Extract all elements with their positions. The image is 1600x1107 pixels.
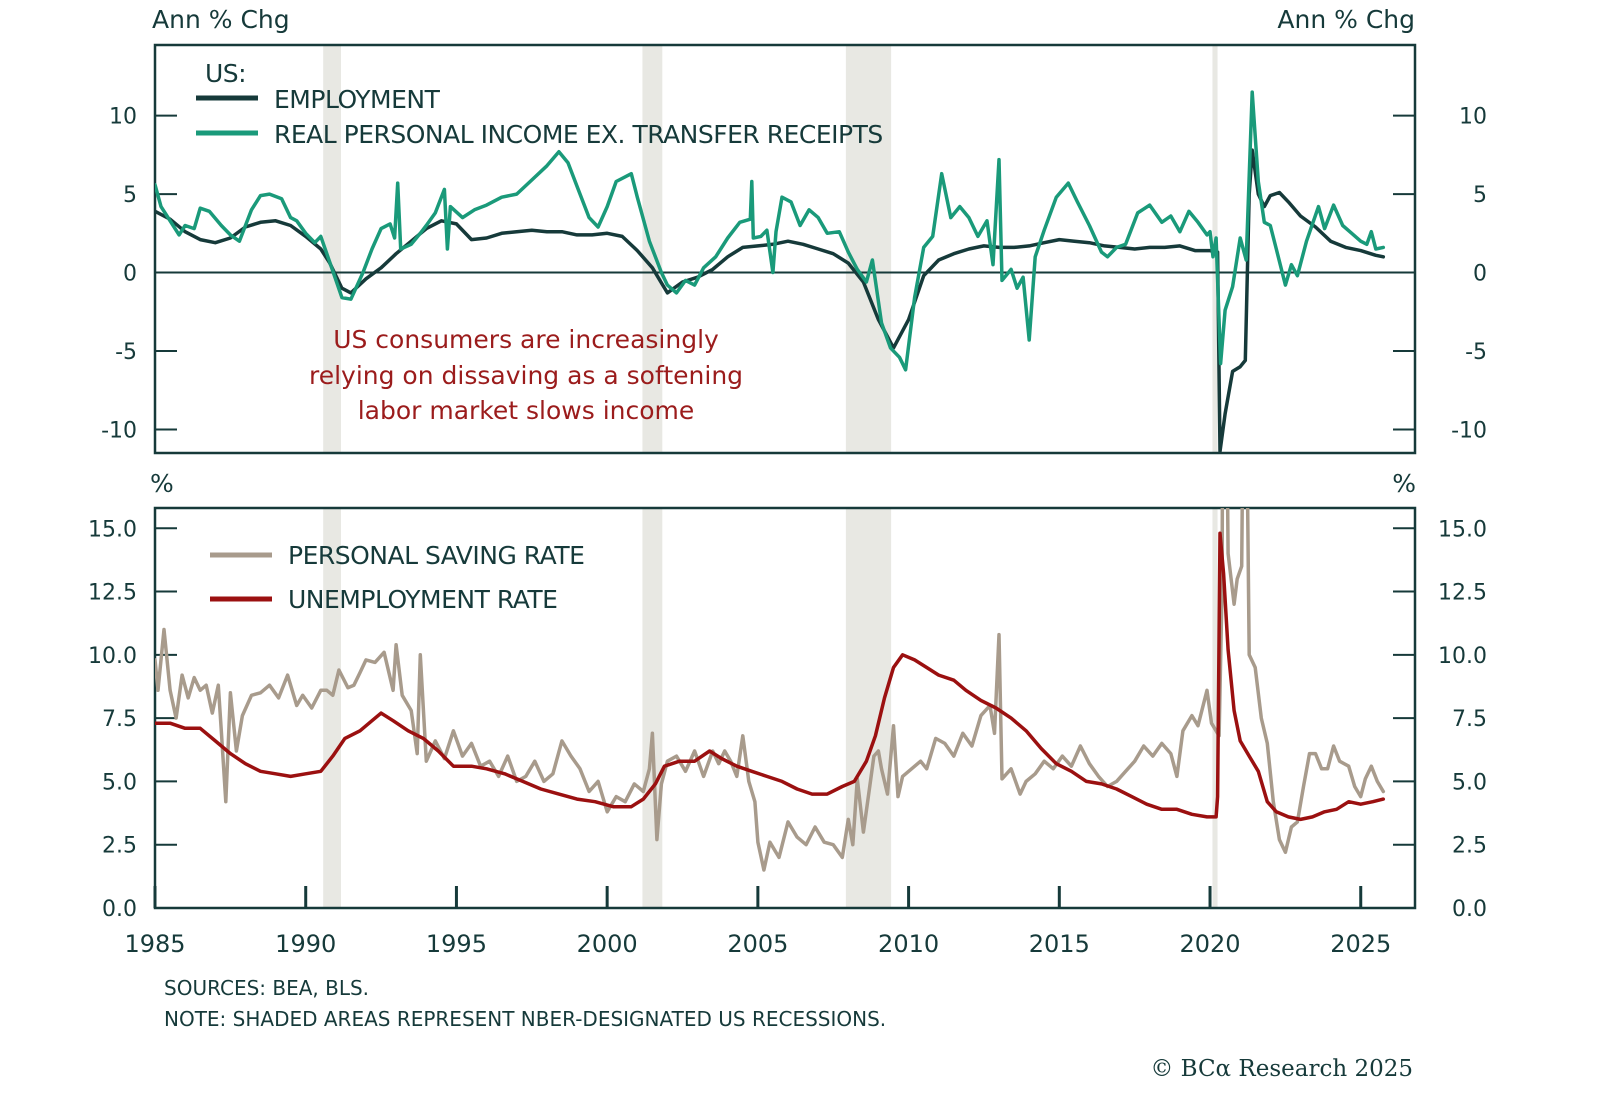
top-left-unit-label: Ann % Chg: [152, 5, 290, 34]
series-line-real-personal-income-ex-transfer-receipts: [155, 90, 1386, 372]
y-tick-label-left: 5.0: [102, 770, 137, 795]
x-tick-label: 2010: [878, 930, 939, 958]
series-line-employment: [155, 148, 1386, 453]
y-tick-label-left: 0: [123, 262, 137, 287]
top-right-unit-label: Ann % Chg: [1277, 5, 1415, 34]
bottom-y-axis: 15.0 15.0 12.5 12.5 10.0 10.0 7.5 7.5 5.0 5.0 2.5 2…: [88, 517, 1487, 922]
top-y-axis: 10 10 5 5 0 0 -5 -5 -10 -10: [101, 105, 1487, 444]
y-tick-label-left: 15.0: [88, 517, 137, 542]
y-tick-label-right: 12.5: [1438, 581, 1487, 606]
y-tick-label-left: -10: [101, 418, 137, 443]
series-line-unemployment-rate: [155, 531, 1386, 822]
x-tick-label: 1990: [275, 930, 336, 958]
y-tick-label-right: 0.0: [1452, 897, 1487, 922]
annotation-line-2: relying on dissaving as a softening: [309, 361, 743, 390]
bottom-panel: 15.0 15.0 12.5 12.5 10.0 10.0 7.5 7.5 5.0 5.0 2.5 2…: [88, 469, 1487, 958]
y-tick-label-left: -5: [115, 340, 137, 365]
y-tick-label-left: 10.0: [88, 644, 137, 669]
x-axis: 1985 1990 1995 2000 2005 2010 2015 2020 2025: [124, 886, 1391, 958]
top-legend: US: EMPLOYMENT REAL PERSONAL INCOME EX. …: [196, 59, 883, 149]
annotation: US consumers are increasingly relying on…: [309, 325, 743, 425]
y-tick-label-left: 0.0: [102, 897, 137, 922]
top-series: [155, 90, 1386, 453]
y-tick-label-right: 0: [1473, 262, 1487, 287]
legend-label-employment: EMPLOYMENT: [274, 85, 441, 114]
top-panel: 10 10 5 5 0 0 -5 -5 -10 -10 Ann % Chg Ann % Chg U…: [101, 5, 1487, 455]
x-tick-label: 2015: [1029, 930, 1090, 958]
x-tick-label: 2020: [1179, 930, 1240, 958]
y-tick-label-left: 7.5: [102, 707, 137, 732]
copyright-symbol: ©: [1150, 1056, 1173, 1082]
legend-label-unemployment: UNEMPLOYMENT RATE: [288, 585, 557, 614]
bottom-right-unit-label: %: [1392, 469, 1416, 498]
annotation-line-1: US consumers are increasingly: [333, 325, 719, 354]
y-tick-label-right: -5: [1465, 340, 1487, 365]
legend-header: US:: [205, 59, 246, 88]
y-tick-label-right: 15.0: [1438, 517, 1487, 542]
recession-band-bottom: [642, 508, 663, 908]
y-tick-label-left: 2.5: [102, 834, 137, 859]
y-tick-label-right: 5.0: [1452, 770, 1487, 795]
x-tick-label: 1995: [426, 930, 487, 958]
bottom-panel-frame: [153, 506, 1417, 910]
series-line-personal-saving-rate: [155, 508, 1386, 872]
legend-label-saving-rate: PERSONAL SAVING RATE: [288, 541, 584, 570]
y-tick-label-right: -10: [1451, 418, 1487, 443]
y-tick-label-left: 12.5: [88, 581, 137, 606]
x-tick-label: 1985: [124, 930, 185, 958]
y-tick-label-right: 5: [1473, 183, 1487, 208]
x-tick-label: 2000: [577, 930, 638, 958]
sources-note: SOURCES: BEA, BLS.: [164, 976, 369, 1000]
legend-label-real-income: REAL PERSONAL INCOME EX. TRANSFER RECEIP…: [274, 120, 883, 149]
y-tick-label-left: 5: [123, 183, 137, 208]
x-tick-label: 2025: [1330, 930, 1391, 958]
bottom-left-unit-label: %: [150, 469, 174, 498]
y-tick-label-right: 2.5: [1452, 834, 1487, 859]
brand-logo: BCα: [1181, 1056, 1231, 1082]
recession-band-top: [845, 45, 892, 453]
bottom-legend: PERSONAL SAVING RATE UNEMPLOYMENT RATE: [210, 541, 585, 614]
y-tick-label-left: 10: [109, 105, 137, 130]
annotation-line-3: labor market slows income: [358, 396, 695, 425]
recession-note: NOTE: SHADED AREAS REPRESENT NBER-DESIGN…: [164, 1007, 886, 1031]
bottom-series: [155, 508, 1386, 872]
recession-band-top: [323, 45, 341, 453]
y-tick-label-right: 7.5: [1452, 707, 1487, 732]
y-tick-label-right: 10: [1459, 105, 1487, 130]
recession-band-bottom: [1212, 508, 1218, 908]
credit-text: Research 2025: [1238, 1056, 1413, 1082]
top-panel-frame: [153, 43, 1417, 455]
recession-band-bottom: [323, 508, 341, 908]
copyright-credit: © BCα Research 2025: [1150, 1056, 1413, 1082]
x-tick-label: 2005: [727, 930, 788, 958]
recession-band-bottom: [845, 508, 892, 908]
y-tick-label-right: 10.0: [1438, 644, 1487, 669]
